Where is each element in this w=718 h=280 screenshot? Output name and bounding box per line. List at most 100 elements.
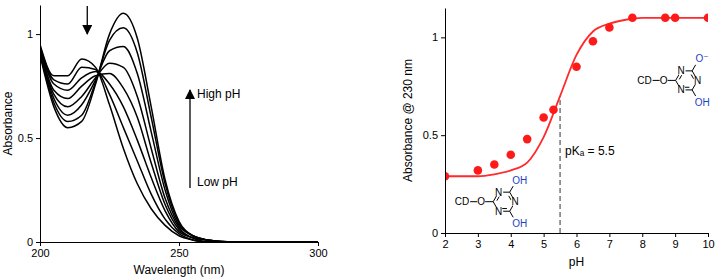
tick-label: 300 bbox=[309, 247, 327, 259]
bond bbox=[485, 201, 493, 202]
data-point bbox=[589, 37, 598, 46]
bond bbox=[692, 65, 696, 71]
tick-label: 6 bbox=[574, 238, 580, 250]
axis-line bbox=[445, 9, 446, 234]
data-point bbox=[671, 13, 680, 22]
linker-atom: O bbox=[477, 196, 485, 207]
tick-label: 8 bbox=[640, 238, 646, 250]
atom-background bbox=[677, 85, 686, 94]
tick-mark bbox=[318, 242, 319, 246]
tick-label: 200 bbox=[31, 247, 49, 259]
linker-atom: O bbox=[660, 75, 668, 86]
reference-label: pKₐ = 5.5 bbox=[565, 144, 615, 158]
tick: 2 bbox=[442, 233, 448, 250]
x-axis: 200 250 300 bbox=[31, 242, 327, 259]
spectrum-line bbox=[40, 47, 318, 242]
substituent-group: OH bbox=[695, 97, 710, 108]
annotation: High pH bbox=[197, 87, 240, 101]
spectrum-line bbox=[40, 47, 318, 242]
tick-mark bbox=[441, 233, 445, 234]
spectrum-line bbox=[40, 51, 318, 242]
tick: 300 bbox=[309, 242, 327, 259]
atom-background bbox=[494, 188, 503, 197]
y-axis-title: Absorbance bbox=[1, 91, 15, 155]
arrow bbox=[189, 90, 190, 188]
substituent-group: OH bbox=[512, 218, 527, 229]
tick-mark bbox=[675, 233, 676, 237]
tick: 1 bbox=[27, 28, 40, 40]
data-point bbox=[661, 13, 670, 22]
tick: 4 bbox=[508, 233, 514, 250]
data-point bbox=[605, 23, 614, 32]
tick-mark bbox=[36, 138, 40, 139]
structure: NNNOCDO⁻OH bbox=[637, 53, 709, 107]
tick: 3 bbox=[475, 233, 481, 250]
tick-label: 1 bbox=[27, 28, 33, 40]
tick-mark bbox=[445, 233, 446, 237]
y-axis-title: Absorbance @ 230 nm bbox=[401, 59, 415, 182]
data-point bbox=[549, 105, 558, 114]
bond bbox=[653, 80, 660, 81]
data-point bbox=[474, 166, 483, 175]
figure: 20025030000.51Wavelength (nm)AbsorbanceH… bbox=[0, 0, 718, 280]
spectrum-line bbox=[40, 13, 318, 242]
structure: NNNOCDOHOH bbox=[455, 175, 527, 229]
substituent-group: OH bbox=[512, 175, 527, 186]
spectrum-line bbox=[40, 47, 318, 242]
ring-atom: N bbox=[694, 75, 701, 86]
tick-label: 0.5 bbox=[18, 132, 33, 144]
plot-area bbox=[40, 13, 318, 242]
ring-atom: N bbox=[495, 187, 502, 198]
x-axis-title: pH bbox=[569, 255, 584, 269]
bond bbox=[692, 90, 696, 96]
tick-label: 9 bbox=[673, 238, 679, 250]
atom-background bbox=[494, 207, 503, 216]
tick-mark bbox=[478, 233, 479, 237]
tick-mark bbox=[40, 242, 41, 246]
tick-label: 2 bbox=[442, 238, 448, 250]
tick-label: 0.5 bbox=[423, 129, 438, 141]
tick-mark bbox=[511, 233, 512, 237]
ring-atom: N bbox=[512, 196, 519, 207]
tick: 0.5 bbox=[18, 132, 40, 144]
data-point bbox=[506, 150, 515, 159]
tick-mark bbox=[609, 233, 610, 237]
tick: 5 bbox=[541, 233, 547, 250]
atom-background bbox=[511, 197, 520, 206]
tick-label: 1 bbox=[432, 31, 438, 43]
tick: 7 bbox=[607, 233, 613, 250]
tick: 6 bbox=[574, 233, 580, 250]
tick: 0 bbox=[432, 227, 445, 239]
ring-atom: N bbox=[678, 84, 685, 95]
x-axis: 2 3 4 5 6 7 8 9 10 bbox=[442, 233, 714, 250]
tick: 10 bbox=[702, 233, 714, 250]
bond bbox=[668, 80, 676, 81]
tick-label: 0 bbox=[432, 227, 438, 239]
substituent: CD bbox=[637, 75, 651, 86]
substituent-group: O⁻ bbox=[696, 53, 709, 64]
bond bbox=[510, 211, 514, 217]
tick-mark bbox=[544, 233, 545, 237]
tick-mark bbox=[179, 242, 180, 246]
tick: 0 bbox=[27, 236, 40, 248]
tick-label: 0 bbox=[27, 236, 33, 248]
data-point bbox=[490, 160, 499, 169]
tick-mark bbox=[577, 233, 578, 237]
tick: 250 bbox=[170, 242, 188, 259]
tick-mark bbox=[36, 34, 40, 35]
y-axis: 00.51 bbox=[18, 6, 41, 249]
substituent: CD bbox=[455, 196, 469, 207]
reference-line bbox=[559, 96, 560, 233]
axis-line bbox=[40, 6, 41, 243]
data-point bbox=[539, 113, 548, 122]
atom-background bbox=[693, 76, 702, 85]
data-point bbox=[628, 13, 637, 22]
annotation: Low pH bbox=[197, 175, 238, 189]
x-axis-title: Wavelength (nm) bbox=[134, 263, 225, 277]
tick: 8 bbox=[640, 233, 646, 250]
ring-atom: N bbox=[495, 206, 502, 217]
tick-label: 7 bbox=[607, 238, 613, 250]
arrow bbox=[87, 6, 88, 34]
tick: 9 bbox=[673, 233, 679, 250]
tick: 200 bbox=[31, 242, 49, 259]
